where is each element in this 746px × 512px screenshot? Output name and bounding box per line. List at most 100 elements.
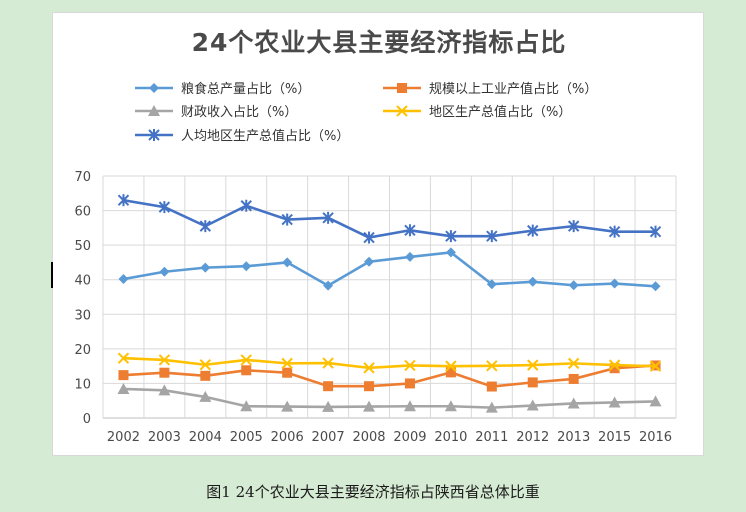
data-point bbox=[281, 357, 293, 370]
legend-label: 粮食总产量占比（%） bbox=[181, 81, 310, 97]
data-point bbox=[568, 373, 579, 384]
y-tick-label: 30 bbox=[74, 308, 91, 323]
x-tick-label: 2011 bbox=[475, 430, 508, 445]
y-tick-label: 50 bbox=[74, 239, 91, 254]
y-tick-label: 60 bbox=[74, 205, 91, 220]
x-tick-label: 2008 bbox=[352, 430, 385, 445]
data-point bbox=[445, 230, 457, 243]
x-tick-label: 2015 bbox=[598, 430, 631, 445]
legend-label: 人均地区生产总值占比（%） bbox=[181, 128, 349, 144]
data-point bbox=[323, 280, 334, 291]
x-tick-label: 2005 bbox=[230, 430, 263, 445]
legend-entry-1: 规模以上工业产值占比（%） bbox=[383, 81, 597, 97]
data-point bbox=[364, 256, 375, 267]
y-tick-label: 0 bbox=[83, 412, 91, 427]
chart-title: 24个农业大县主要经济指标占比 bbox=[191, 28, 567, 57]
data-point bbox=[240, 354, 252, 366]
data-point bbox=[404, 251, 415, 262]
y-tick-label: 20 bbox=[74, 343, 91, 358]
series-4 bbox=[117, 194, 662, 244]
x-tick-label: 2016 bbox=[639, 430, 672, 445]
data-point bbox=[199, 390, 212, 402]
data-point bbox=[568, 280, 579, 291]
data-point bbox=[159, 266, 170, 277]
y-tick-label: 70 bbox=[74, 170, 91, 185]
y-tick-label: 10 bbox=[74, 377, 91, 392]
data-point bbox=[486, 279, 497, 290]
data-point bbox=[322, 400, 335, 412]
data-point bbox=[158, 384, 171, 396]
grid-lines bbox=[102, 175, 677, 419]
data-point bbox=[117, 352, 130, 364]
series-line bbox=[123, 198, 656, 239]
data-point bbox=[649, 395, 662, 407]
data-point bbox=[445, 247, 456, 258]
data-point bbox=[486, 230, 498, 243]
x-tick-label: 2007 bbox=[312, 430, 345, 445]
data-point bbox=[397, 83, 407, 93]
series-3 bbox=[117, 352, 662, 374]
data-point bbox=[445, 367, 456, 378]
x-tick-label: 2003 bbox=[148, 430, 181, 445]
data-point bbox=[649, 360, 662, 372]
data-point bbox=[159, 367, 170, 378]
data-point bbox=[608, 225, 621, 238]
series-1 bbox=[118, 360, 661, 392]
data-point bbox=[199, 359, 212, 371]
legend-label: 财政收入占比（%） bbox=[181, 105, 297, 120]
data-point bbox=[527, 224, 539, 237]
data-point bbox=[240, 400, 253, 412]
data-point bbox=[527, 377, 538, 388]
data-point bbox=[364, 381, 375, 392]
data-point bbox=[148, 129, 160, 141]
series-layer bbox=[117, 194, 662, 413]
data-point bbox=[527, 276, 538, 287]
data-point bbox=[485, 401, 498, 413]
series-0 bbox=[118, 247, 661, 292]
series-line bbox=[123, 364, 656, 388]
x-tick-label: 2006 bbox=[271, 430, 304, 445]
data-point bbox=[363, 362, 375, 374]
data-point bbox=[117, 382, 130, 394]
data-point bbox=[148, 105, 160, 116]
data-point bbox=[567, 220, 580, 233]
data-point bbox=[609, 363, 620, 374]
data-point bbox=[118, 274, 129, 285]
data-point bbox=[322, 211, 334, 224]
x-tick-label: 2010 bbox=[434, 430, 467, 445]
data-point bbox=[158, 201, 171, 214]
data-point bbox=[526, 399, 539, 411]
data-point bbox=[609, 278, 620, 289]
data-point bbox=[241, 261, 252, 272]
data-point bbox=[608, 396, 621, 408]
legend-entry-0: 粮食总产量占比（%） bbox=[135, 81, 310, 97]
data-point bbox=[363, 400, 376, 412]
text-cursor bbox=[51, 262, 53, 288]
data-point bbox=[404, 378, 415, 389]
legend-entry-4: 人均地区生产总值占比（%） bbox=[135, 128, 349, 144]
x-tick-label: 2009 bbox=[393, 430, 426, 445]
data-point bbox=[403, 400, 416, 412]
series-2 bbox=[117, 382, 662, 413]
data-point bbox=[396, 105, 408, 117]
data-point bbox=[281, 400, 294, 412]
data-point bbox=[241, 365, 252, 376]
data-point bbox=[117, 194, 130, 207]
series-line bbox=[123, 356, 656, 370]
data-point bbox=[567, 357, 580, 370]
data-point bbox=[200, 370, 211, 381]
x-tick-label: 2013 bbox=[557, 430, 590, 445]
x-tick-label: 2002 bbox=[107, 430, 140, 445]
data-point bbox=[404, 359, 416, 372]
line-chart: 0 10 20 30 40 50 60 70 2002 2003 2004 2005 2006 2007 2… bbox=[74, 81, 677, 445]
figure-caption: 图1 24个农业大县主要经济指标占陕西省总体比重 bbox=[206, 483, 540, 501]
data-point bbox=[444, 400, 457, 412]
data-point bbox=[323, 381, 334, 392]
data-point bbox=[240, 199, 252, 212]
series-line bbox=[123, 251, 656, 288]
data-point bbox=[282, 367, 293, 378]
data-point bbox=[363, 231, 375, 244]
data-point bbox=[608, 359, 621, 371]
legend-entry-2: 财政收入占比（%） bbox=[135, 105, 297, 120]
data-point bbox=[567, 397, 580, 409]
